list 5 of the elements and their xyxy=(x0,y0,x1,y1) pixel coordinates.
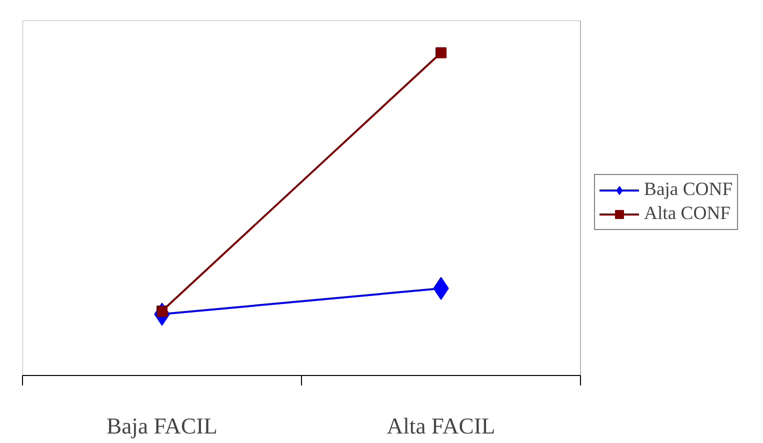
legend-label: Alta CONF xyxy=(644,203,731,225)
x-tick-label: Alta FACIL xyxy=(386,414,496,438)
legend-label: Baja CONF xyxy=(644,179,733,201)
point xyxy=(436,47,446,58)
x-tick-label: Baja FACIL xyxy=(106,414,218,438)
